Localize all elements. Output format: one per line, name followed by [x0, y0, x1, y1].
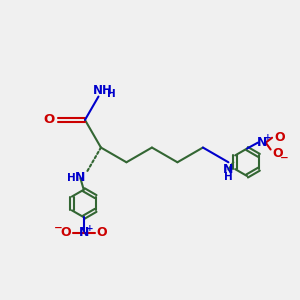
Text: H: H — [224, 172, 233, 182]
Text: H: H — [107, 89, 116, 99]
Text: N: N — [79, 226, 89, 239]
Text: O: O — [97, 226, 107, 239]
Text: −: − — [280, 152, 289, 162]
Text: O: O — [272, 147, 283, 160]
Text: −: − — [54, 223, 63, 233]
Text: O: O — [60, 226, 71, 239]
Text: N: N — [256, 136, 267, 149]
Text: +: + — [86, 224, 94, 233]
Text: O: O — [44, 113, 55, 126]
Text: +: + — [264, 133, 272, 142]
Text: N: N — [223, 163, 234, 176]
Text: O: O — [274, 131, 285, 144]
Text: NH: NH — [92, 84, 112, 97]
Text: H: H — [67, 173, 76, 183]
Text: N: N — [75, 172, 86, 184]
